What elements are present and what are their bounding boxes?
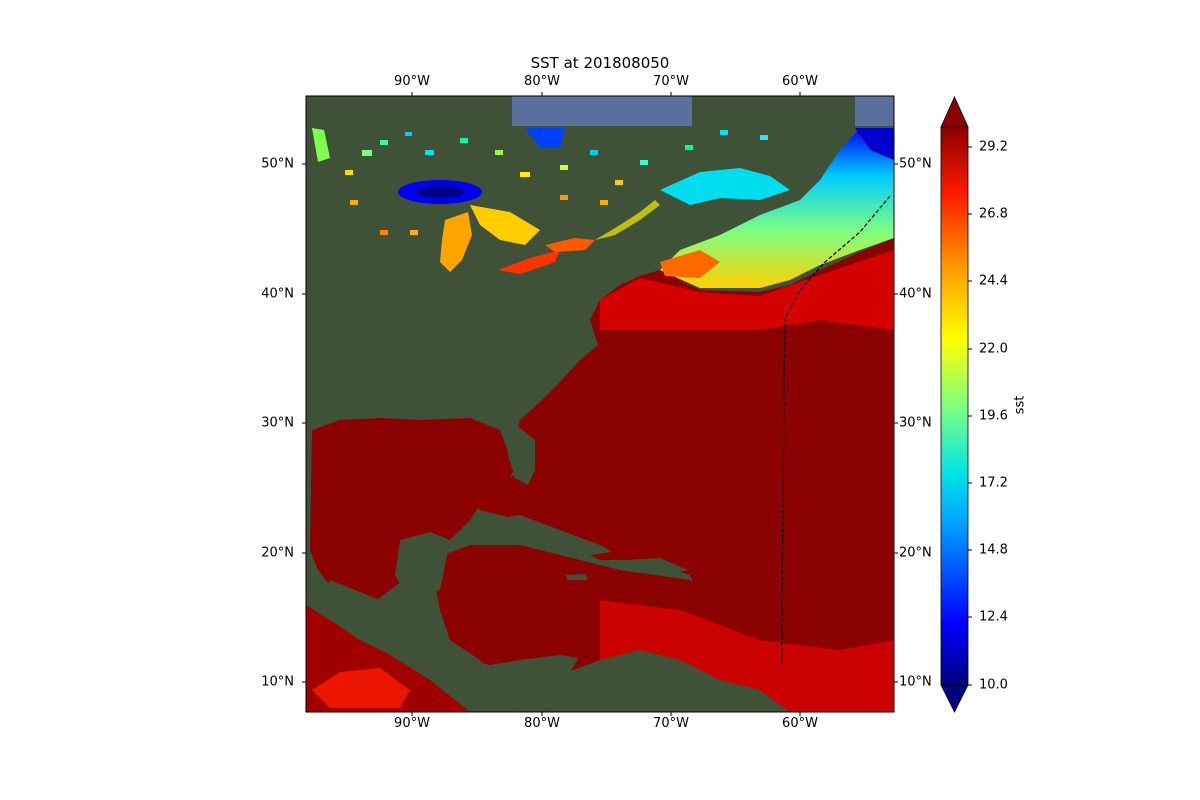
lon-label-top-90w: 90°W bbox=[394, 74, 430, 89]
lat-label-right-40n: 40°N bbox=[899, 286, 932, 302]
lon-label-bottom-80w: 80°W bbox=[524, 716, 560, 731]
colorbar-tick-label: 19.6 bbox=[979, 408, 1008, 424]
colorbar-tick-label: 22.0 bbox=[979, 341, 1008, 357]
lat-label-left-10n: 10°N bbox=[261, 674, 294, 690]
colorbar bbox=[940, 96, 972, 713]
map-frame bbox=[305, 95, 895, 713]
map-panel bbox=[305, 95, 895, 713]
atlantic-warm-sst bbox=[470, 238, 894, 712]
lat-label-left-20n: 20°N bbox=[261, 545, 294, 561]
colorbar-extend-top bbox=[940, 96, 969, 128]
south-america bbox=[548, 650, 790, 712]
lat-label-left-50n: 50°N bbox=[261, 156, 294, 172]
st-lawrence-river bbox=[595, 200, 660, 240]
northern-ocean-top bbox=[512, 96, 692, 126]
lat-label-left-40n: 40°N bbox=[261, 286, 294, 302]
colorbar-tick-label: 12.4 bbox=[979, 609, 1008, 625]
scattered-lakes bbox=[345, 130, 768, 235]
colorbar-ticks bbox=[968, 146, 972, 686]
map-ticks bbox=[302, 92, 898, 716]
colorbar-tick-label: 29.2 bbox=[979, 139, 1008, 155]
lake-huron bbox=[470, 205, 540, 245]
colorbar-tick-label: 17.2 bbox=[979, 475, 1008, 491]
yucatan bbox=[395, 532, 450, 600]
hispaniola bbox=[625, 558, 688, 575]
boundary-dashed-line bbox=[781, 195, 891, 664]
lat-label-right-20n: 20°N bbox=[899, 545, 932, 561]
lon-label-bottom-60w: 60°W bbox=[782, 716, 818, 731]
colorbar-gradient bbox=[940, 126, 969, 686]
jamaica bbox=[565, 574, 588, 580]
lat-label-right-50n: 50°N bbox=[899, 156, 932, 172]
lat-label-right-30n: 30°N bbox=[899, 415, 932, 431]
florida bbox=[505, 428, 535, 485]
lon-label-bottom-70w: 70°W bbox=[653, 716, 689, 731]
hudson-strip bbox=[855, 96, 894, 126]
cuba bbox=[488, 515, 612, 555]
lon-label-bottom-90w: 90°W bbox=[394, 716, 430, 731]
colorbar-title: sst bbox=[1012, 395, 1028, 415]
lake-erie bbox=[498, 250, 560, 274]
colorbar-tick-label: 14.8 bbox=[979, 542, 1008, 558]
lake-superior-edge bbox=[416, 186, 464, 198]
colorbar-extend-bottom bbox=[940, 684, 969, 713]
chart-title: SST at 201808050 bbox=[530, 54, 670, 72]
labrador-cold bbox=[855, 128, 894, 160]
lake-michigan bbox=[440, 212, 472, 272]
lat-label-left-30n: 30°N bbox=[261, 415, 294, 431]
central-america bbox=[320, 580, 520, 712]
gulf-of-mexico-sst bbox=[310, 418, 515, 605]
lake-ontario bbox=[545, 238, 595, 252]
colorbar-tick-label: 24.4 bbox=[979, 273, 1008, 289]
northern-cool-sst bbox=[660, 128, 894, 288]
hudson-bay-cold bbox=[525, 128, 565, 148]
lon-label-top-80w: 80°W bbox=[524, 74, 560, 89]
colorbar-tick-label: 10.0 bbox=[979, 677, 1008, 693]
pacific-warm-patch bbox=[312, 668, 410, 708]
st-lawrence-estuary bbox=[660, 168, 790, 205]
lat-label-right-10n: 10°N bbox=[899, 674, 932, 690]
gulf-of-maine-warm bbox=[660, 250, 720, 278]
lake-winnipeg bbox=[312, 128, 330, 162]
gulf-stream-band bbox=[600, 250, 894, 330]
lon-label-top-70w: 70°W bbox=[653, 74, 689, 89]
lon-label-top-60w: 60°W bbox=[782, 74, 818, 89]
colorbar-tick-label: 26.8 bbox=[979, 206, 1008, 222]
